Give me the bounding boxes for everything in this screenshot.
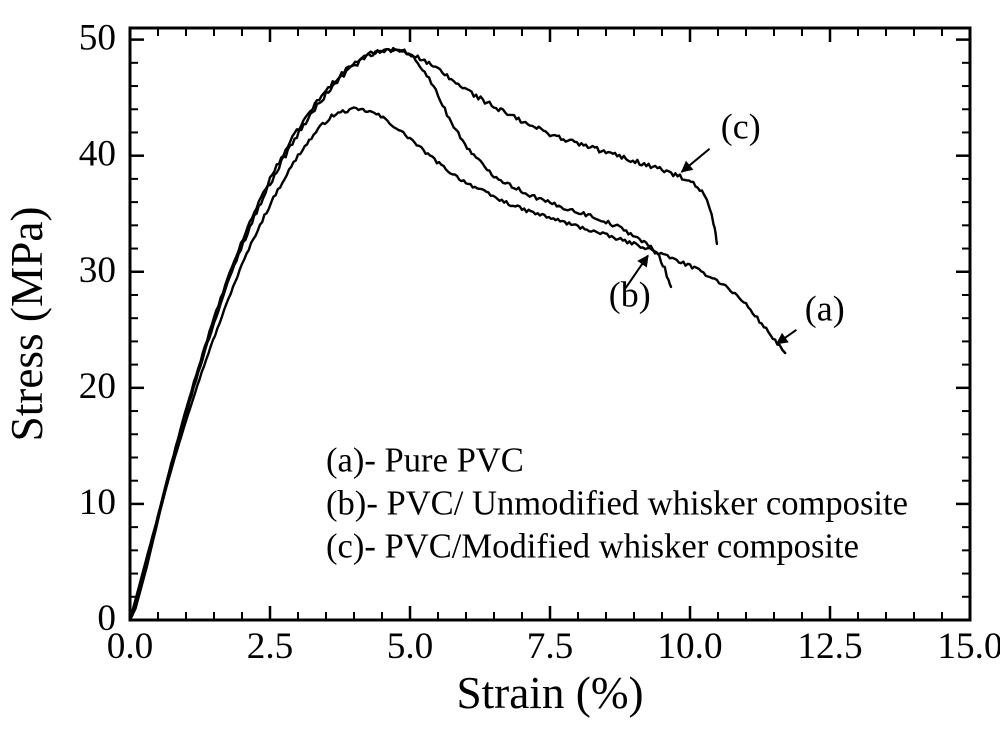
x-tick-label: 10.0 <box>657 626 722 667</box>
x-tick-label: 7.5 <box>527 626 574 667</box>
callout-c: (c) <box>721 106 761 146</box>
callout-a: (a) <box>805 289 845 329</box>
callout-b: (b) <box>609 275 651 315</box>
legend-item-b: (b)- PVC/ Unmodified whisker composite <box>326 484 908 522</box>
y-tick-label: 0 <box>97 598 116 639</box>
chart-svg: 0.02.55.07.510.012.515.0Strain (%)010203… <box>0 0 1000 729</box>
x-tick-label: 15.0 <box>937 626 1000 667</box>
legend-item-a: (a)- Pure PVC <box>326 441 524 479</box>
legend-item-c: (c)- PVC/Modified whisker composite <box>326 527 859 565</box>
y-tick-label: 30 <box>79 250 116 291</box>
x-tick-label: 5.0 <box>387 626 434 667</box>
x-tick-label: 2.5 <box>247 626 294 667</box>
y-tick-label: 20 <box>79 366 116 407</box>
stress-strain-chart: 0.02.55.07.510.012.515.0Strain (%)010203… <box>0 0 1000 729</box>
y-tick-label: 10 <box>79 482 116 523</box>
x-axis-label: Strain (%) <box>456 668 643 718</box>
y-axis-label: Stress (MPa) <box>2 207 52 442</box>
y-tick-label: 40 <box>79 134 116 175</box>
y-tick-label: 50 <box>79 18 116 59</box>
x-tick-label: 12.5 <box>797 626 862 667</box>
